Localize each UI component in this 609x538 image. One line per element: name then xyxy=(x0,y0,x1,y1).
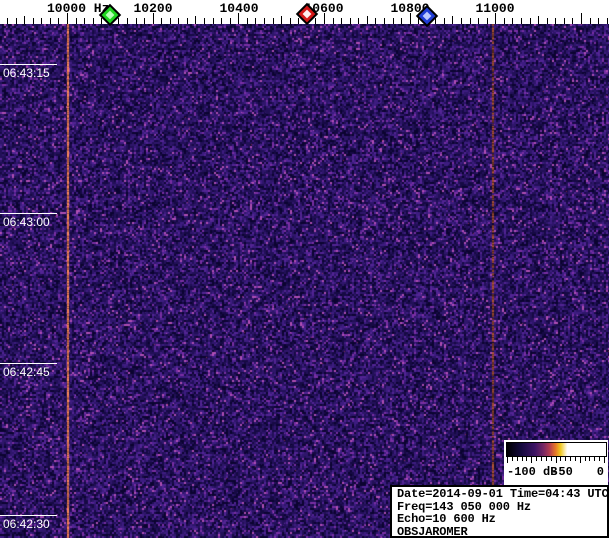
time-tick xyxy=(0,64,57,65)
legend-min-label: -100 dB xyxy=(507,465,558,479)
colormap-gradient-bar xyxy=(506,442,607,457)
info-line-freq: Freq=143 050 000 Hz xyxy=(397,499,531,514)
time-label: 06:43:00 xyxy=(3,215,50,229)
freq-label: 10400 xyxy=(219,1,259,16)
time-tick xyxy=(0,363,57,364)
diamond-highlight xyxy=(105,10,115,20)
time-label: 06:42:30 xyxy=(3,517,50,531)
freq-label: 10200 xyxy=(133,1,173,16)
blue-diamond-icon[interactable] xyxy=(415,4,439,28)
time-label: 06:42:45 xyxy=(3,365,50,379)
legend-max-label: 0 xyxy=(596,465,604,479)
db-scale-legend: -100 dB -50 0 xyxy=(504,440,608,485)
time-tick xyxy=(0,213,57,214)
time-label: 06:43:15 xyxy=(3,66,50,80)
info-line-echo: Echo=10 600 Hz xyxy=(397,512,496,526)
time-tick xyxy=(0,515,57,516)
green-diamond-icon[interactable] xyxy=(98,3,122,27)
observation-info-box: Date=2014-09-01 Time=04:43 UTC Freq=143 … xyxy=(390,485,609,538)
legend-mid-label: -50 xyxy=(551,465,573,479)
freq-label: 11000 xyxy=(475,1,515,16)
info-line-station: OBSJAROMER xyxy=(397,524,468,538)
info-line-date: Date=2014-09-01 Time=04:43 UTC xyxy=(397,487,609,501)
red-diamond-icon[interactable] xyxy=(295,2,319,26)
